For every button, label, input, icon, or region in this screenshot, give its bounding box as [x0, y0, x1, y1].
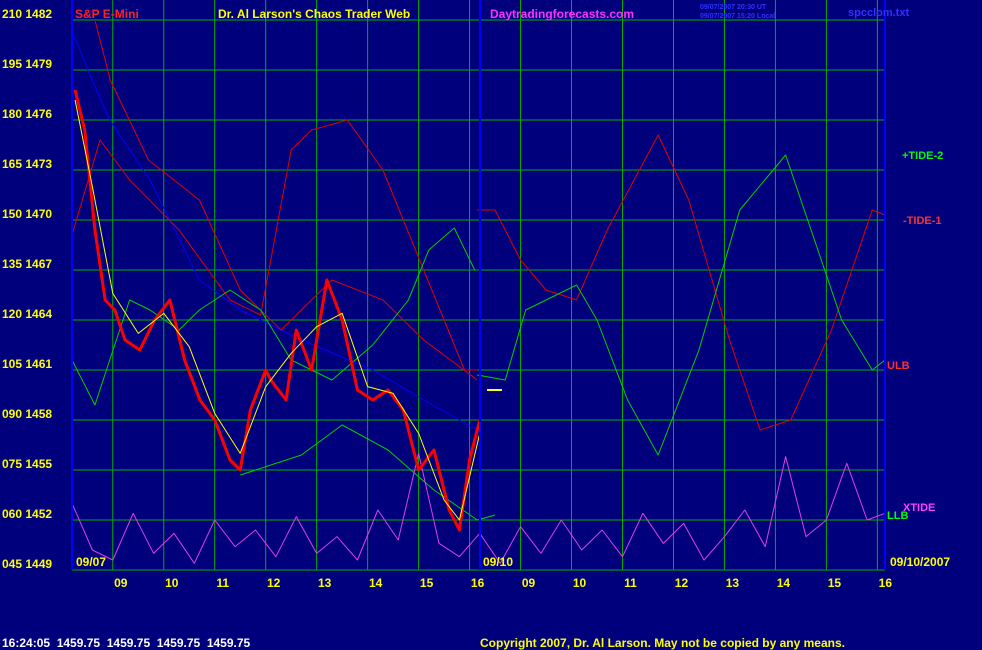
series-label: XTIDE — [903, 502, 935, 514]
x-tick-label: 09 — [114, 576, 128, 590]
series-line — [240, 424, 496, 521]
y-tick-label: 150 1470 — [2, 207, 52, 221]
x-tick-label: 16 — [471, 576, 485, 590]
series-line — [71, 119, 478, 371]
x-tick-label: 16 — [879, 576, 893, 590]
x-tick-label: 15 — [420, 576, 434, 590]
y-tick-label: 075 1455 — [2, 457, 52, 471]
y-tick-label: 165 1473 — [2, 157, 52, 171]
y-tick-label: 090 1458 — [2, 407, 52, 421]
x-tick-label: 14 — [369, 576, 383, 590]
timestamp: 09/07/2007 15:20 Local — [700, 13, 775, 20]
series-label: LLB — [887, 510, 908, 522]
labels: 210 1482 195 1479 180 1476 165 1473 150 1470… — [2, 7, 892, 590]
x-tick-label: 12 — [267, 576, 281, 590]
x-tick-label: 11 — [624, 576, 637, 590]
grid — [72, 0, 885, 571]
x-tick-label: 10 — [165, 576, 179, 590]
instrument: S&P E-Mini — [75, 7, 139, 21]
y-tick-label: 195 1479 — [2, 57, 52, 71]
file-name: spcclom.txt — [848, 7, 909, 19]
x-tick-label: 13 — [726, 576, 740, 590]
lines — [71, 19, 886, 564]
y-tick-label: 135 1467 — [2, 257, 52, 271]
y-tick-label: 210 1482 — [2, 7, 52, 21]
y-tick-label: 180 1476 — [2, 107, 52, 121]
status: 16:24:05 1459.75 1459.75 1459.75 1459.75 — [2, 636, 251, 650]
series-label: +TIDE-2 — [902, 150, 943, 162]
y-tick-label: 120 1464 — [2, 307, 52, 321]
x-tick-label: 15 — [828, 576, 842, 590]
date-label: 09/10 — [483, 555, 513, 569]
site: Daytradingforecasts.com — [490, 7, 634, 21]
chart-title: Dr. Al Larson's Chaos Trader Web — [218, 7, 410, 21]
x-tick-label: 09 — [522, 576, 536, 590]
series-line — [477, 134, 886, 431]
y-tick-label: 105 1461 — [2, 357, 52, 371]
series-line — [477, 154, 886, 456]
y-tick-label: 060 1452 — [2, 507, 52, 521]
series-line — [73, 89, 482, 532]
x-tick-label: 13 — [318, 576, 332, 590]
timestamp: 09/07/2007 20:30 UT — [700, 4, 767, 11]
copyright: Copyright 2007, Dr. Al Larson. May not b… — [480, 636, 845, 650]
x-tick-label: 12 — [675, 576, 689, 590]
date-label: 09/10/2007 — [890, 555, 950, 569]
y-tick-label: 045 1449 — [2, 557, 52, 571]
x-tick-label: 10 — [573, 576, 587, 590]
series-line — [74, 99, 481, 521]
series-line — [71, 227, 476, 406]
series-line — [71, 29, 478, 431]
date-label: 09/07 — [76, 555, 106, 569]
x-tick-label: 14 — [777, 576, 791, 590]
series-label: -TIDE-1 — [903, 215, 942, 227]
series-label: ULB — [887, 360, 910, 372]
x-tick-label: 11 — [216, 576, 229, 590]
